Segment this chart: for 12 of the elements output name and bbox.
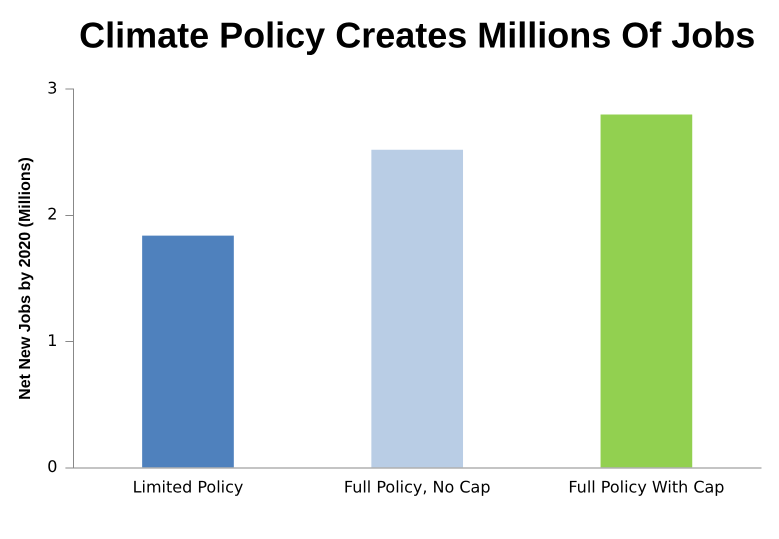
chart-title: Climate Policy Creates Millions Of Jobs [79, 14, 756, 56]
y-tick-label: 0 [47, 456, 58, 476]
x-tick-label: Full Policy With Cap [568, 478, 724, 497]
bar [371, 150, 464, 468]
y-axis-title: Net New Jobs by 2020 (Millions) [17, 157, 34, 400]
bar [142, 236, 234, 468]
bar [600, 114, 692, 468]
x-tick-label: Full Policy, No Cap [344, 478, 490, 497]
x-tick-label: Limited Policy [132, 478, 244, 497]
y-tick-label: 3 [47, 78, 58, 98]
y-tick-label: 1 [47, 330, 58, 350]
y-tick-label: 2 [47, 204, 58, 224]
